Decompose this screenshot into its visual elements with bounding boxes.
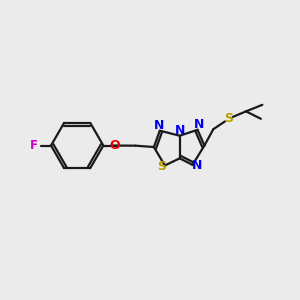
Text: N: N — [194, 118, 204, 131]
Text: F: F — [30, 139, 38, 152]
Text: N: N — [192, 159, 202, 172]
Text: S: S — [224, 112, 233, 125]
Text: O: O — [109, 139, 120, 152]
Text: N: N — [154, 119, 164, 132]
Text: N: N — [175, 124, 185, 137]
Text: S: S — [157, 160, 166, 173]
